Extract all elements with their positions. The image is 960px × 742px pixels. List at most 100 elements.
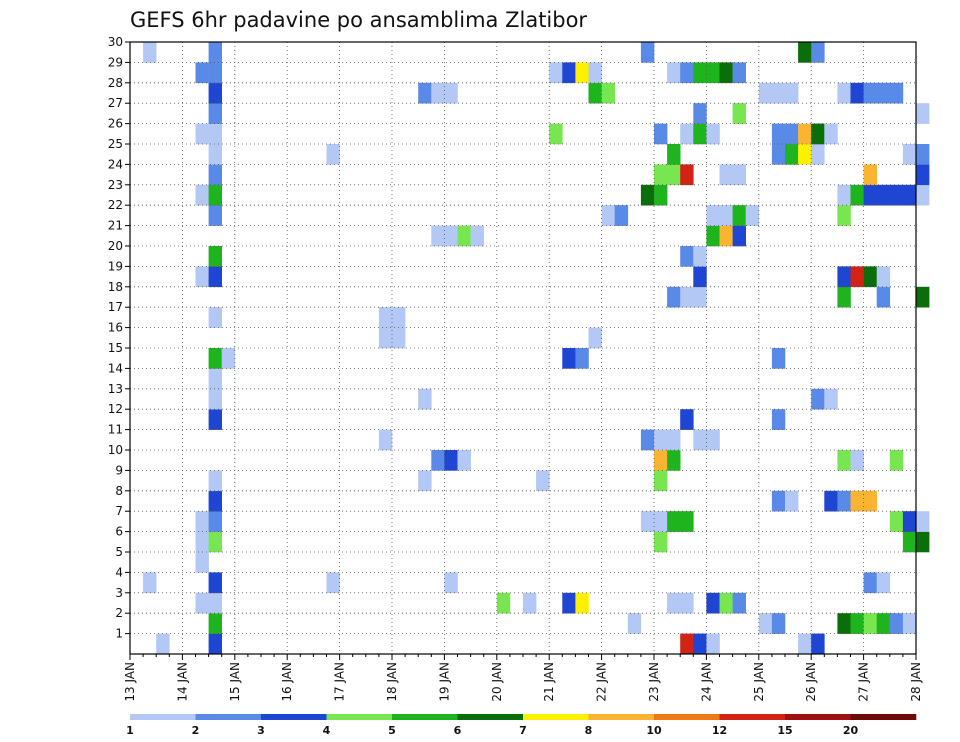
y-tick-label: 29 [108, 55, 123, 69]
y-tick-label: 6 [115, 525, 123, 539]
data-cell [693, 429, 707, 451]
plot-frame [129, 41, 917, 655]
data-cell [693, 62, 707, 84]
data-cell [693, 246, 707, 267]
data-cell [562, 348, 576, 369]
data-cell [706, 62, 720, 84]
data-cell [837, 450, 851, 471]
data-cell [208, 613, 222, 634]
data-cell [863, 82, 877, 104]
colorbar-swatch [719, 714, 786, 720]
colorbar-swatch [654, 714, 720, 720]
x-tick-label: 17 JAN [333, 662, 347, 702]
y-tick-label: 3 [115, 586, 123, 600]
data-cell [798, 123, 812, 145]
data-cell [208, 592, 222, 614]
data-cell [916, 531, 930, 553]
data-cell [562, 62, 576, 84]
data-cell [431, 82, 445, 104]
x-tick-label: 13 JAN [123, 662, 137, 702]
x-tick-label: 28 JAN [909, 662, 923, 702]
colorbar-swatch [588, 714, 655, 720]
data-cell [667, 511, 681, 532]
data-cell [208, 164, 222, 186]
data-cell [863, 490, 877, 512]
colorbar-swatch [457, 714, 524, 720]
y-tick-label: 7 [115, 504, 123, 518]
data-cell [771, 82, 786, 104]
data-cell [889, 82, 904, 104]
data-cell [470, 225, 484, 247]
data-cell [536, 470, 550, 492]
data-cell [732, 225, 746, 247]
colorbar-swatch [523, 714, 589, 720]
data-cell [719, 205, 733, 226]
data-cell [916, 103, 930, 124]
data-cell [719, 592, 733, 614]
data-cell [732, 205, 746, 226]
data-cell [771, 144, 786, 165]
data-cell [706, 225, 720, 247]
data-cell [680, 409, 694, 430]
y-tick-label: 25 [108, 137, 123, 151]
x-tick-label: 27 JAN [857, 662, 871, 702]
y-tick-label: 10 [108, 443, 123, 457]
data-cell [680, 286, 694, 308]
data-cell [837, 184, 851, 206]
data-cell [837, 286, 851, 308]
data-cell [195, 552, 209, 573]
data-cell [208, 246, 222, 267]
data-cell [680, 511, 694, 532]
data-cell [785, 490, 799, 512]
y-tick-label: 28 [108, 76, 123, 90]
data-cell [444, 82, 458, 104]
data-cell [431, 225, 445, 247]
data-cell [732, 592, 746, 614]
data-cell [837, 82, 851, 104]
data-cell [208, 633, 222, 655]
data-cell [457, 450, 471, 471]
data-cell [811, 633, 825, 655]
data-cell [208, 144, 222, 165]
data-cell [863, 572, 877, 594]
data-cell [654, 511, 668, 532]
data-cell [771, 490, 786, 512]
data-cell [824, 388, 838, 410]
data-cell [444, 572, 458, 594]
data-cell [654, 184, 668, 206]
data-cell [680, 62, 694, 84]
data-cell [392, 327, 406, 349]
data-cell [418, 388, 432, 410]
grid-lines [130, 42, 916, 654]
data-cell [143, 42, 157, 63]
colorbar-label: 15 [777, 724, 792, 737]
data-cell [208, 103, 222, 124]
data-cell [195, 592, 209, 614]
data-cell [549, 123, 563, 145]
data-cell [706, 123, 720, 145]
colorbar-label: 7 [519, 724, 527, 737]
data-cell [850, 490, 864, 512]
colorbar-label: 8 [585, 724, 593, 737]
x-tick-label: 26 JAN [804, 662, 818, 702]
y-tick-label: 2 [115, 606, 123, 620]
data-cell [706, 205, 720, 226]
x-tick-label: 14 JAN [175, 662, 189, 702]
data-cell [378, 307, 393, 328]
y-tick-label: 14 [108, 361, 123, 375]
x-axis: 13 JAN 14 JAN 15 JAN 16 JAN 17 JAN 18 JAN 19 J… [123, 654, 923, 702]
data-cell [771, 409, 786, 430]
data-cell [208, 184, 222, 206]
data-cell [824, 123, 838, 145]
data-cell [771, 348, 786, 369]
colorbar-label: 12 [712, 724, 727, 737]
chart-title: GEFS 6hr padavine po ansamblima Zlatibor [130, 8, 587, 32]
data-cell [876, 184, 891, 206]
data-cell [195, 531, 209, 553]
data-cell [916, 164, 930, 186]
data-cell [889, 184, 904, 206]
y-tick-label: 13 [108, 382, 123, 396]
y-tick-label: 17 [108, 300, 123, 314]
data-cell [208, 511, 222, 532]
